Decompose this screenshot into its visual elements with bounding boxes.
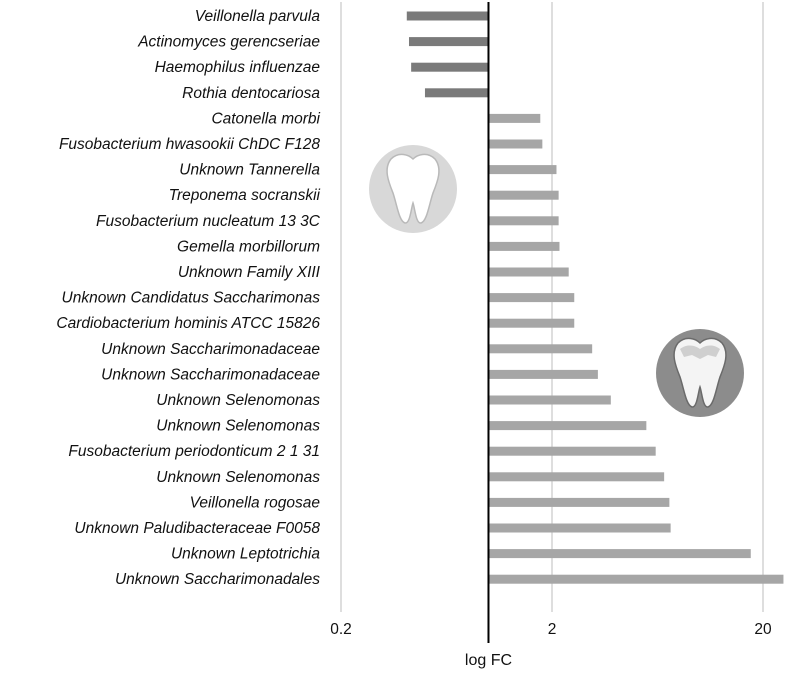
category-label: Unknown Selenomonas (156, 418, 320, 435)
bar (488, 216, 559, 226)
category-label: Haemophilus influenzae (155, 59, 321, 76)
bar (408, 37, 489, 47)
category-label: Unknown Tannerella (179, 162, 320, 179)
category-label: Veillonella rogosae (190, 494, 321, 511)
bar (488, 523, 671, 533)
category-label: Fusobacterium periodonticum 2 1 31 (68, 443, 320, 460)
category-label: Treponema socranskii (169, 187, 321, 204)
category-label: Rothia dentocariosa (182, 85, 320, 102)
bar (411, 62, 489, 72)
category-label: Unknown Leptotrichia (171, 546, 320, 563)
healthy-tooth-icon (369, 145, 457, 233)
x-tick-label: 20 (754, 621, 772, 638)
category-label: Unknown Saccharimonadaceae (101, 366, 320, 383)
bar (488, 446, 656, 456)
bar (488, 549, 751, 559)
category-label: Unknown Candidatus Saccharimonas (62, 290, 321, 307)
category-label: Fusobacterium hwasookii ChDC F128 (59, 136, 320, 153)
category-label: Veillonella parvula (195, 8, 321, 25)
x-tick-label: 0.2 (330, 621, 352, 638)
category-label: Unknown Saccharimonadales (115, 571, 320, 588)
x-tick-labels: 0.2 2 20 (330, 621, 772, 638)
bar (488, 293, 575, 303)
bar (488, 139, 543, 149)
bar (488, 165, 557, 175)
category-label: Unknown Selenomonas (156, 392, 320, 409)
category-label: Gemella morbillorum (177, 238, 320, 255)
bar (488, 369, 598, 379)
grid-lines (340, 2, 764, 612)
x-axis-label: log FC (465, 652, 512, 669)
bar (488, 241, 560, 251)
bar (488, 113, 541, 123)
category-label: Fusobacterium nucleatum 13 3C (96, 213, 321, 230)
bar (488, 344, 593, 354)
bar (488, 267, 569, 277)
category-label: Cardiobacterium hominis ATCC 15826 (56, 315, 320, 332)
bar (488, 497, 670, 507)
bar (488, 190, 559, 200)
category-label: Unknown Saccharimonadaceae (101, 341, 320, 358)
bar (488, 318, 575, 328)
x-tick-label: 2 (548, 621, 557, 638)
bars (406, 11, 784, 584)
bar (488, 395, 611, 405)
bar (488, 574, 784, 584)
category-label: Catonella morbi (211, 110, 320, 127)
diseased-tooth-icon (656, 329, 744, 417)
bar (488, 472, 665, 482)
category-label: Actinomyces gerencseriae (137, 34, 320, 51)
category-label: Unknown Selenomonas (156, 469, 320, 486)
bar (406, 11, 489, 21)
category-label: Unknown Family XIII (178, 264, 321, 281)
bar (424, 88, 489, 98)
category-label: Unknown Paludibacteraceae F0058 (74, 520, 320, 537)
category-labels: Veillonella parvula Actinomyces gerencser… (56, 8, 320, 588)
bar (488, 421, 647, 431)
